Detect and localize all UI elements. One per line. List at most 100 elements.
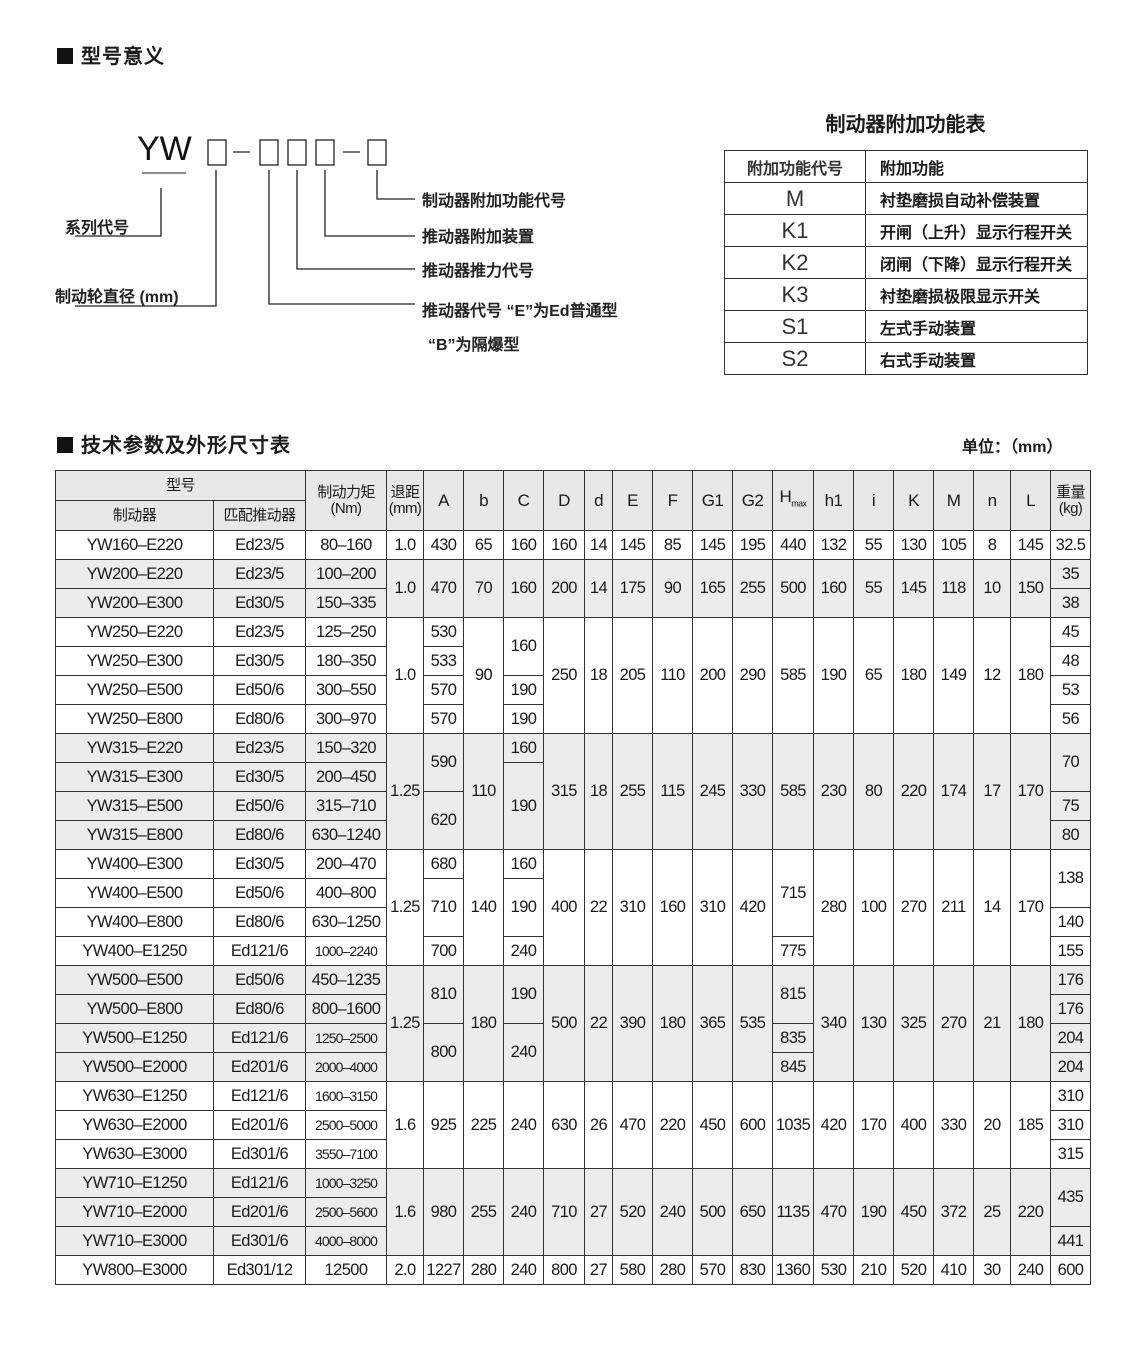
feature-description: 左式手动装置 xyxy=(865,310,1088,343)
cell-m: 105 xyxy=(933,530,974,560)
cell-c: 240 xyxy=(503,1255,544,1285)
cell-k: 450 xyxy=(893,1168,934,1256)
cell-h1: 132 xyxy=(813,530,854,560)
actuator-model: Ed23/5 xyxy=(213,617,306,647)
cell-d: 27 xyxy=(584,1255,613,1285)
torque: 1000–2240 xyxy=(305,936,387,966)
actuator-model: Ed301/6 xyxy=(213,1139,306,1169)
cell-weight: 441 xyxy=(1050,1226,1091,1256)
header-dim-b: b xyxy=(463,470,504,531)
header-dim-G2: G2 xyxy=(732,470,773,531)
cell-weight: 56 xyxy=(1050,704,1091,734)
actuator-model: Ed121/6 xyxy=(213,1168,306,1198)
cell-i: 65 xyxy=(853,617,894,734)
cell-m: 372 xyxy=(933,1168,974,1256)
torque: 4000–8000 xyxy=(305,1226,387,1256)
spec-row: YW800–E3000 Ed301/12 12500 2.0 1227 280 240 800… xyxy=(55,1255,1091,1285)
actuator-model: Ed50/6 xyxy=(213,965,306,995)
cell-hmax: 1035 xyxy=(772,1081,814,1169)
cell-b: 65 xyxy=(463,530,504,560)
cell-n: 14 xyxy=(973,849,1011,966)
actuator-model: Ed301/12 xyxy=(213,1255,306,1285)
actuator-model: Ed30/5 xyxy=(213,588,306,618)
brake-model: YW500–E500 xyxy=(55,965,214,995)
cell-e: 255 xyxy=(612,733,653,850)
cell-c: 190 xyxy=(503,675,544,705)
torque: 315–710 xyxy=(305,791,387,821)
cell-g1: 245 xyxy=(692,733,733,850)
cell-h1: 470 xyxy=(813,1168,854,1256)
model-code-diagram-lines xyxy=(75,139,415,307)
actuator-model: Ed50/6 xyxy=(213,675,306,705)
brake-model: YW710–E3000 xyxy=(55,1226,214,1256)
cell-g1: 365 xyxy=(692,965,733,1082)
actuator-model: Ed50/6 xyxy=(213,878,306,908)
actuator-model: Ed80/6 xyxy=(213,820,306,850)
cell-n: 30 xyxy=(973,1255,1011,1285)
cell-k: 270 xyxy=(893,849,934,966)
feature-row: M 衬垫磨损自动补偿装置 xyxy=(724,182,1088,215)
torque: 1250–2500 xyxy=(305,1023,387,1053)
actuator-model: Ed50/6 xyxy=(213,791,306,821)
torque: 630–1250 xyxy=(305,907,387,937)
spec-row: YW500–E500 Ed50/6 450–1235 1.25 810 180 190 500… xyxy=(55,965,1091,1082)
cell-c: 240 xyxy=(503,936,544,966)
spec-row: YW315–E300 Ed30/5 200–450 190 xyxy=(55,762,1091,850)
brake-model: YW315–E500 xyxy=(55,791,214,821)
spec-row: YW500–E1250 Ed121/6 1250–2500 800 240 835 204 xyxy=(55,1023,1091,1082)
cell-weight: 315 xyxy=(1050,1139,1091,1169)
actuator-model: Ed30/5 xyxy=(213,762,306,792)
wheel-diameter-label: 制动轮直径 (mm) xyxy=(55,289,179,306)
cell-d: 26 xyxy=(584,1081,613,1169)
cell-k: 520 xyxy=(893,1255,934,1285)
cell-l: 150 xyxy=(1010,559,1051,618)
cell-g2: 535 xyxy=(732,965,773,1082)
cell-b: 110 xyxy=(463,733,504,850)
actuator-model: Ed201/6 xyxy=(213,1110,306,1140)
cell-m: 270 xyxy=(933,965,974,1082)
cell-a: 470 xyxy=(423,559,464,618)
cell-l: 220 xyxy=(1010,1168,1051,1256)
feature-code: S2 xyxy=(724,342,866,375)
actuator-model: Ed30/5 xyxy=(213,646,306,676)
feature-description: 右式手动装置 xyxy=(865,342,1088,375)
cell-retreat: 1.25 xyxy=(386,849,424,966)
brake-model: YW160–E220 xyxy=(55,530,214,560)
cell-l: 170 xyxy=(1010,733,1051,850)
feature-code: K1 xyxy=(724,214,866,247)
header-retreat: 退距 (mm) xyxy=(386,470,424,531)
actuator-model: Ed121/6 xyxy=(213,1081,306,1111)
brake-model: YW400–E800 xyxy=(55,907,214,937)
actuator-model: Ed23/5 xyxy=(213,733,306,763)
cell-hmax: 585 xyxy=(772,617,814,734)
section-title-text: 型号意义 xyxy=(81,46,165,68)
feature-description: 闭闸（下降）显示行程开关 xyxy=(865,246,1088,279)
spec-row: YW160–E220 Ed23/5 80–160 1.0 430 65 160 160 14 14… xyxy=(55,530,1091,560)
header-dim-F: F xyxy=(652,470,693,531)
cell-retreat: 1.25 xyxy=(386,733,424,850)
actuator-model: Ed201/6 xyxy=(213,1052,306,1082)
cell-weight: 140 xyxy=(1050,907,1091,937)
cell-c: 160 xyxy=(503,617,544,676)
feature-code: K3 xyxy=(724,278,866,311)
actuator-model: Ed121/6 xyxy=(213,936,306,966)
cell-d: 22 xyxy=(584,965,613,1082)
torque: 1600–3150 xyxy=(305,1081,387,1111)
feature-table-header: 附加功能代号 附加功能 xyxy=(724,150,1088,183)
feature-row: S2 右式手动装置 xyxy=(724,342,1088,375)
cell-l: 180 xyxy=(1010,617,1051,734)
cell-weight: 176 xyxy=(1050,965,1091,995)
cell-h1: 340 xyxy=(813,965,854,1082)
cell-m: 211 xyxy=(933,849,974,966)
spec-row: YW710–E2000 Ed201/6 2500–5600 xyxy=(55,1197,1091,1227)
cell-h1: 230 xyxy=(813,733,854,850)
square-bullet-icon xyxy=(57,437,73,453)
cell-m: 410 xyxy=(933,1255,974,1285)
cell-f: 85 xyxy=(652,530,693,560)
code-box-thrust xyxy=(287,139,307,166)
cell-c: 190 xyxy=(503,878,544,937)
cell-d: 200 xyxy=(543,559,585,618)
cell-g2: 290 xyxy=(732,617,773,734)
